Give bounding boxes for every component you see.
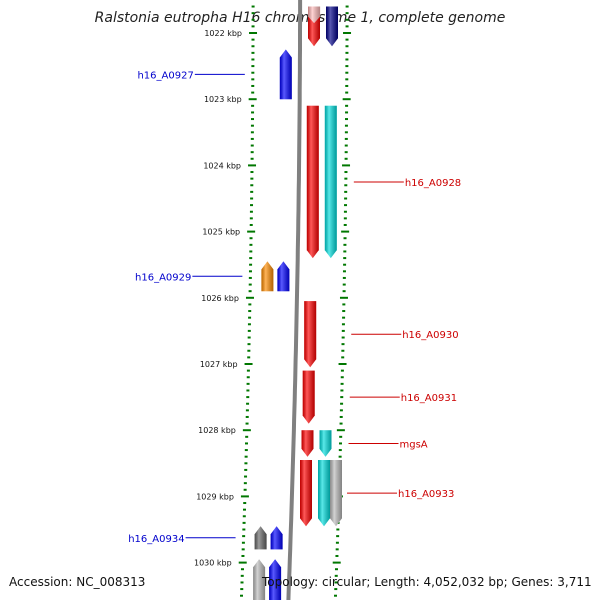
scale-label: 1023 kbp <box>204 95 242 104</box>
gene-feature-18-shading <box>326 6 338 47</box>
gene-label-h16_a0930: h16_A0930 <box>402 330 458 341</box>
gene-h16_a0931-shading <box>302 370 315 424</box>
gene-h16_a0933-shading <box>300 460 312 527</box>
gene-feature-2-shading <box>324 105 337 259</box>
scale-label: 1024 kbp <box>203 161 241 170</box>
feature-layer <box>253 6 342 600</box>
gene-label-h16_a0934: h16_A0934 <box>128 534 184 545</box>
scale-label: 1029 kbp <box>196 492 234 501</box>
gene-label-h16_a0927: h16_A0927 <box>137 70 193 81</box>
gene-label-mgsa: mgsA <box>400 439 428 450</box>
scale-label: 1026 kbp <box>201 294 239 303</box>
gene-feature-11-shading <box>330 460 342 527</box>
gene-feature-4-shading <box>261 261 274 292</box>
gene-label-h16_a0931: h16_A0931 <box>401 393 457 404</box>
genome-stats-text: Topology: circular; Length: 4,052,032 bp… <box>262 575 592 589</box>
gene-feature-17-shading <box>308 6 321 24</box>
gene-feature-10-shading <box>318 460 330 527</box>
gene-h16_a0927-shading <box>279 49 292 100</box>
gene-mgsa-shading <box>301 430 314 457</box>
gene-feature-14-shading <box>269 559 282 600</box>
scale-label: 1025 kbp <box>202 228 240 237</box>
scale-labels: 1022 kbp 1023 kbp 1024 kbp 1025 kbp 1026 kbp… <box>194 29 242 568</box>
accession-text: Accession: NC_008313 <box>9 575 146 589</box>
gene-h16_a0928-shading <box>306 105 319 259</box>
scale-ticks <box>238 5 352 597</box>
scale-label: 1027 kbp <box>200 360 238 369</box>
gene-h16_a0930-shading <box>304 301 317 368</box>
gene-feature-13-shading <box>254 526 267 550</box>
feature-label-layer: h16_A0927 h16_A0928 h16_A0929 h16_A0930 h16_… <box>128 70 461 544</box>
gene-feature-8-shading <box>319 430 332 457</box>
genome-backbone <box>286 0 303 600</box>
gene-h16_a0934-shading <box>270 526 283 550</box>
gene-h16_a0929-shading <box>277 261 290 292</box>
scale-label: 1028 kbp <box>198 426 236 435</box>
gene-feature-15-shading <box>253 559 266 600</box>
gene-label-h16_a0928: h16_A0928 <box>405 178 461 189</box>
scale-label: 1022 kbp <box>204 29 242 38</box>
gene-label-h16_a0929: h16_A0929 <box>135 272 191 283</box>
scale-label: 1030 kbp <box>194 559 232 568</box>
gene-label-h16_a0933: h16_A0933 <box>398 489 454 500</box>
